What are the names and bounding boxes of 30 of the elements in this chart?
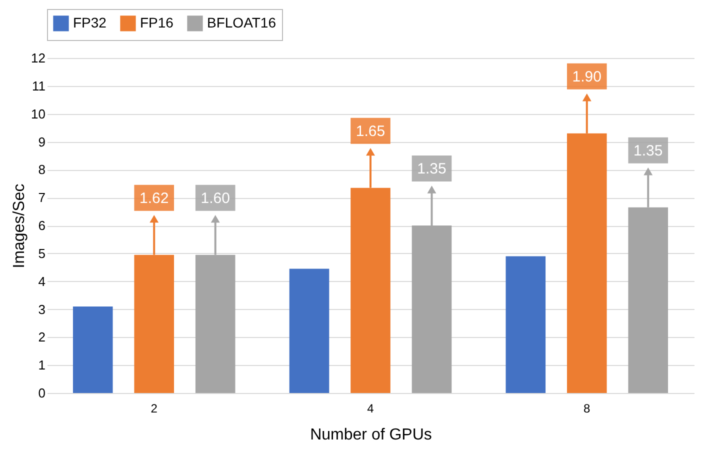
x-tick-label: 8 bbox=[584, 402, 591, 416]
legend-label: FP16 bbox=[140, 14, 174, 30]
y-tick-label: 1 bbox=[38, 358, 46, 373]
legend-label: FP32 bbox=[73, 14, 107, 30]
x-axis-title: Number of GPUs bbox=[310, 426, 432, 444]
annotation: 1.35 bbox=[417, 160, 446, 178]
y-tick-label: 5 bbox=[38, 246, 46, 261]
bar bbox=[72, 306, 113, 393]
y-tick-label: 8 bbox=[38, 162, 46, 178]
x-tick-label: 4 bbox=[367, 402, 374, 416]
annotation: 1.90 bbox=[572, 68, 602, 86]
y-tick-label: 9 bbox=[38, 134, 46, 150]
y-tick-label: 6 bbox=[38, 218, 46, 233]
annotation: 1.35 bbox=[634, 142, 663, 160]
annotation: 1.65 bbox=[356, 122, 386, 140]
y-tick-label: 3 bbox=[38, 302, 46, 317]
y-tick-label: 7 bbox=[38, 190, 46, 206]
bar bbox=[289, 268, 330, 393]
y-tick-label: 2 bbox=[38, 330, 46, 345]
annotation: 1.62 bbox=[140, 190, 169, 207]
y-tick-label: 12 bbox=[31, 50, 46, 66]
y-tick-label: 4 bbox=[38, 274, 46, 289]
annotation: 1.60 bbox=[200, 190, 230, 207]
bar bbox=[506, 256, 546, 393]
y-axis-title: Images/Sec bbox=[11, 184, 28, 268]
y-tick-label: 11 bbox=[32, 78, 46, 94]
y-tick-label: 10 bbox=[31, 106, 46, 122]
y-tick-label: 0 bbox=[38, 386, 46, 400]
legend-label: BFLOAT16 bbox=[207, 14, 276, 30]
x-tick-label: 2 bbox=[150, 402, 158, 416]
